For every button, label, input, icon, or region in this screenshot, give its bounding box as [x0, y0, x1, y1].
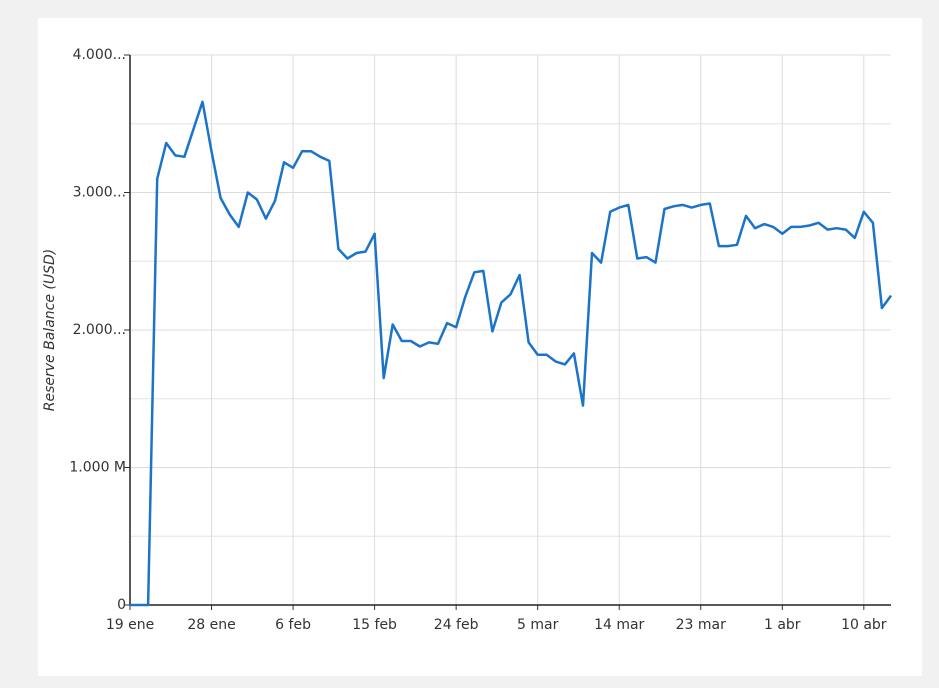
x-tick-label: 5 mar: [517, 617, 559, 633]
x-tick-label: 19 ene: [106, 617, 154, 633]
x-tick-label: 23 mar: [676, 617, 726, 633]
y-tick-label: 1.000 M: [69, 460, 126, 476]
y-axis-title: Reserve Balance (USD): [42, 249, 58, 411]
x-tick-label: 24 feb: [434, 617, 479, 633]
x-tick-label: 1 abr: [764, 617, 801, 633]
y-tick-label: 4.000...: [73, 47, 126, 63]
y-tick-label: 2.000...: [73, 322, 126, 338]
x-tick-label: 6 feb: [275, 617, 311, 633]
x-tick-label: 10 abr: [841, 617, 887, 633]
series-line: [130, 100, 893, 607]
x-tick-label: 28 ene: [187, 617, 235, 633]
panel: [38, 18, 922, 676]
y-tick-label: 0: [117, 597, 126, 613]
x-tick-label: 15 feb: [352, 617, 397, 633]
y-tick-label: 3.000...: [73, 185, 126, 201]
x-tick-label: 14 mar: [594, 617, 644, 633]
